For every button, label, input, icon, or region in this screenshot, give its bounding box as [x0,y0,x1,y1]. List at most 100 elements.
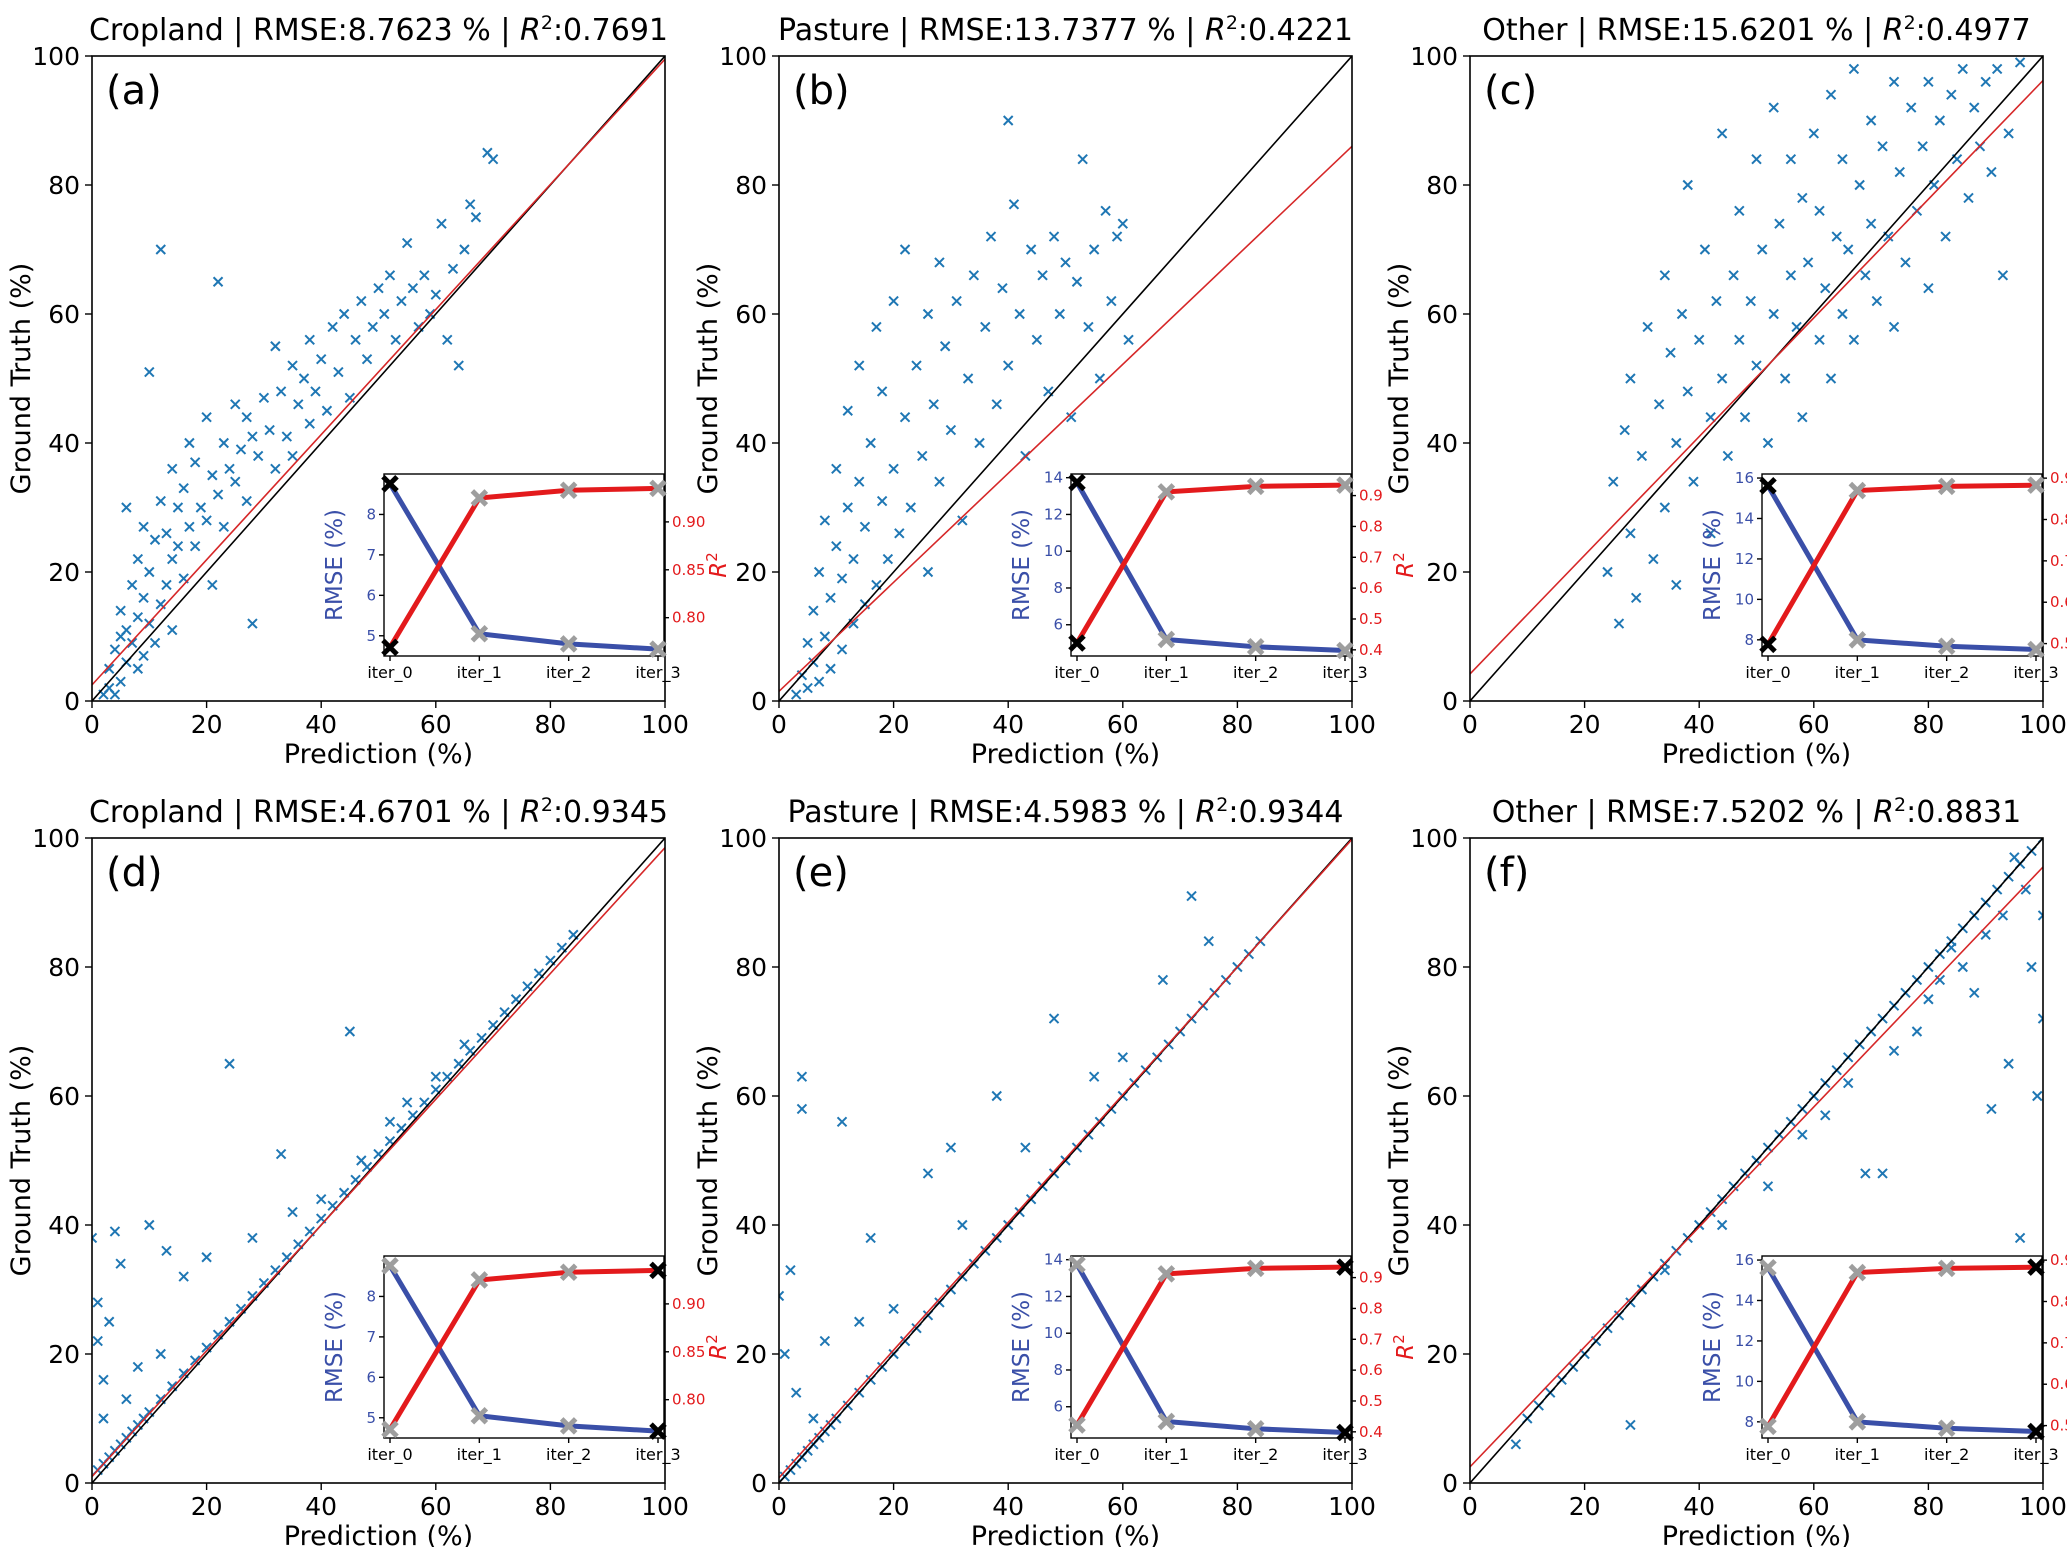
panel-title-text: Cropland | RMSE:8.7623 % | [89,13,520,48]
inset-rmse-tick-label: 14 [1735,509,1754,527]
inset-x-tick-label: iter_2 [1233,1445,1278,1465]
scatter-point [819,631,831,642]
inset-r2-tick-label: 0.6 [2050,593,2067,611]
scatter-point [968,270,980,281]
scatter-point [1957,63,1968,75]
scatter-point [854,1316,865,1327]
inset-rmse-marker [1336,1423,1354,1442]
inset-rmse-axis-label: RMSE (%) [1700,1291,1726,1403]
scatter-point [1688,476,1699,487]
scatter-point [882,553,894,565]
r2-superscript: 2 [541,12,553,34]
scatter-point [264,424,275,436]
inset-x-tick-label: iter_1 [1835,1445,1880,1465]
scatter-point [957,515,968,526]
scatter-point [808,1413,819,1424]
panel-title-text: Other | RMSE:15.6201 % | [1482,13,1882,48]
inset-r2-marker [559,1263,578,1282]
scatter-point [1969,102,1980,113]
scatter-point [453,360,464,371]
scatter-point [470,212,482,223]
scatter-point [373,282,384,294]
inset-r2-line [387,1267,659,1431]
y-tick-label: 0 [1442,1469,1458,1498]
scatter-point [1865,218,1877,229]
scatter-point [1808,128,1820,139]
scatter-point [115,676,126,687]
x-axis-label: Prediction (%) [284,739,473,770]
scatter-point [813,566,825,578]
scatter-point [1825,373,1837,384]
inset-x-tick-label: iter_1 [1144,1445,1189,1465]
scatter-point [894,528,905,539]
panel-letter: (a) [106,68,162,114]
scatter-point [997,282,1008,294]
panel-title: Pasture | RMSE:13.7377 % | R2:0.4221 [778,12,1353,48]
inset-r2-axis-label: R2 [1390,1334,1419,1360]
x-tick-label: 40 [305,1492,337,1521]
inset-r2-tick-label: 0.80 [672,1391,705,1409]
inset-rmse-marker [1937,1419,1956,1438]
inset-rmse-tick-label: 16 [1735,469,1754,487]
y-tick-label: 40 [1426,1211,1458,1240]
inset-x-tick-label: iter_3 [2013,663,2058,683]
x-tick-label: 100 [1328,710,1376,739]
scatter-point [390,334,401,346]
inset-r2-marker [1336,1258,1354,1276]
scatter-point [796,1071,808,1082]
scatter-point [1900,257,1911,268]
scatter-point [1008,199,1020,210]
scatter-point [980,321,991,333]
r2-superscript: 2 [1894,794,1906,816]
scatter-point [430,289,442,300]
scatter-point [1877,1168,1888,1179]
inset-rmse-marker [1157,630,1176,649]
inset-r2-line [1765,482,2037,646]
inset-rmse-tick-label: 5 [366,1409,376,1427]
panel-title: Pasture | RMSE:4.5983 % | R2:0.9344 [788,794,1344,830]
scatter-point [126,579,138,591]
scatter-series [790,115,1134,700]
scatter-point [1923,994,1934,1005]
inset-r2-marker [1336,476,1354,494]
y-tick-label: 100 [719,824,767,853]
inset-rmse-tick-label: 7 [366,1328,376,1346]
inset-chart: iter_0 iter_1 iter_2 iter_3 6 8 10 12 14 0.4 0.5 0.… [1009,469,1419,683]
scatter-point [149,534,161,545]
inset-rmse-tick-label: 14 [1044,469,1063,487]
scatter-point [447,263,459,275]
scatter-point [1831,231,1842,242]
scatter-point [2037,1013,2043,1024]
y-tick-label: 20 [48,558,80,587]
scatter-point [836,573,848,584]
scatter-point [790,1387,802,1398]
x-tick-label: 0 [771,1492,787,1521]
axes-frame [1469,837,2044,1484]
r2-colon: : [553,795,563,830]
scatter-point [974,437,985,449]
r2-superscript: 2 [1226,12,1238,34]
scatter-point [287,450,298,462]
scatter-point [356,1155,367,1166]
y-tick-label: 80 [48,171,80,200]
scatter-point [876,386,888,397]
scatter-point [459,1039,470,1050]
x-tick-label: 0 [84,1492,100,1521]
inset-rmse-tick-label: 7 [366,546,376,564]
scatter-point [167,553,178,565]
scatter-point [161,579,172,591]
scatter-point [184,437,195,449]
inset-r2-axis-label: R2 [703,552,732,578]
scatter-point [951,295,962,307]
inset-r2-tick-label: 0.6 [2050,1375,2067,1393]
scatter-point [1986,166,1997,178]
scatter-point [1762,437,1774,449]
x-tick-label: 100 [641,710,689,739]
panel-title-r2-value: 0.9345 [563,795,668,830]
scatter-point [1002,360,1014,371]
y-tick-label: 60 [48,1082,80,1111]
scatter-point [195,502,207,513]
scatter-point [1100,205,1111,217]
scatter-point [1157,974,1169,986]
